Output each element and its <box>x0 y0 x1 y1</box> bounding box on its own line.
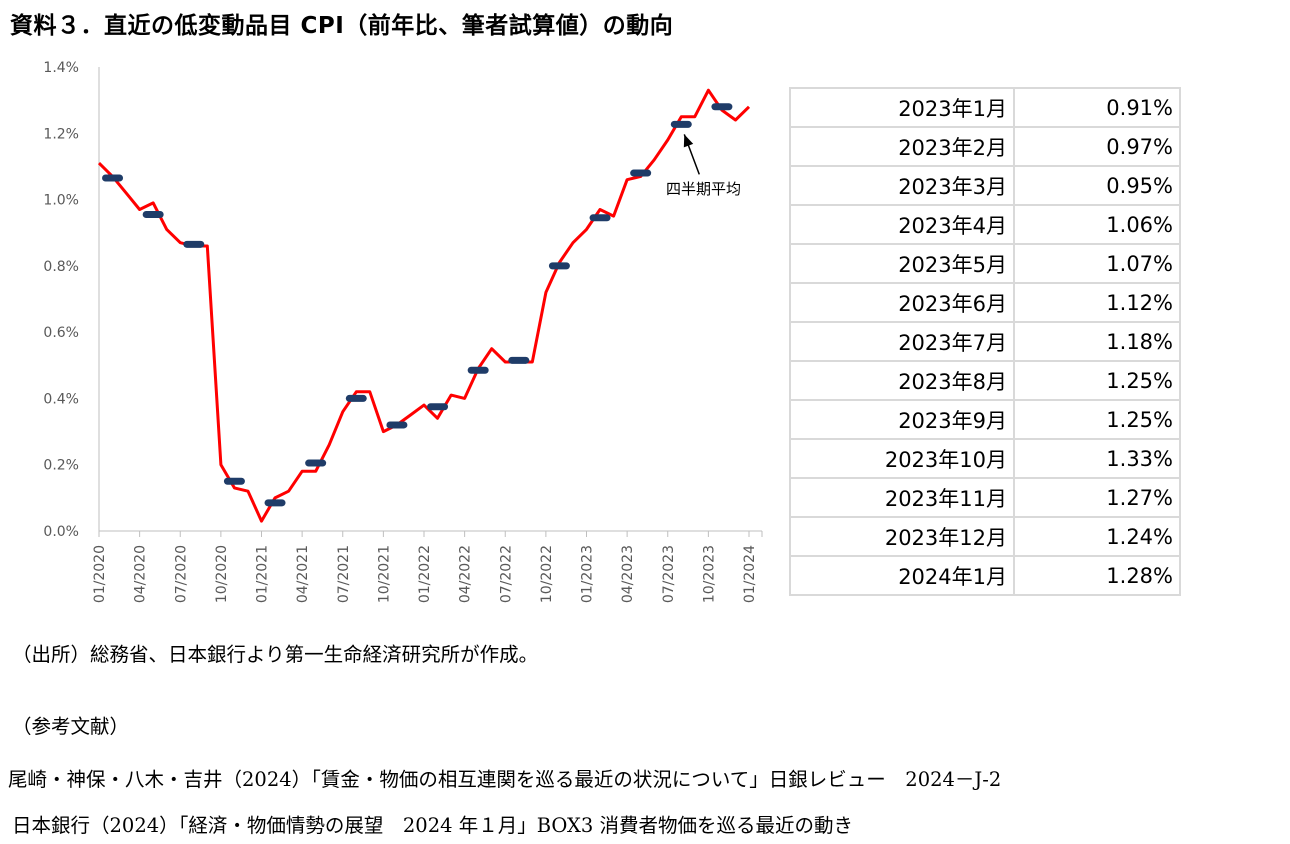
value-cell: 1.07% <box>1013 243 1181 284</box>
month-cell: 2023年9月 <box>789 399 1015 440</box>
y-tick-label: 0.4% <box>43 391 79 407</box>
value-cell: 0.95% <box>1013 165 1181 206</box>
annotation-label: 四半期平均 <box>666 180 741 198</box>
quarter-average-marks <box>102 103 733 507</box>
x-tick-label: 10/2020 <box>214 545 230 603</box>
annotation: 四半期平均 <box>666 134 741 198</box>
table-row: 2024年1月 1.28% <box>789 555 1181 596</box>
month-cell: 2023年1月 <box>789 87 1015 128</box>
cpi-monthly-line <box>97 88 751 523</box>
x-axis: 01/2020 04/2020 07/2020 10/2020 01/2021 04/20… <box>92 530 763 603</box>
month-cell: 2023年8月 <box>789 360 1015 401</box>
page-title: 資料３．直近の低変動品目 CPI（前年比、筆者試算値）の動向 <box>10 13 674 39</box>
month-cell: 2024年1月 <box>789 555 1015 596</box>
y-tick-label: 1.0% <box>43 193 79 209</box>
table-row: 2023年4月 1.06% <box>789 204 1181 245</box>
table-row: 2023年5月 1.07% <box>789 243 1181 284</box>
reference-2: 日本銀行（2024）「経済・物価情勢の展望 2024 年１月」BOX3 消費者物… <box>12 814 854 837</box>
annotation-arrowhead <box>683 134 694 148</box>
value-cell: 1.25% <box>1013 360 1181 401</box>
value-cell: 0.97% <box>1013 126 1181 167</box>
value-cell: 1.25% <box>1013 399 1181 440</box>
x-tick-label: 10/2021 <box>376 545 392 603</box>
month-cell: 2023年10月 <box>789 438 1015 479</box>
value-cell: 0.91% <box>1013 87 1181 128</box>
y-tick-label: 0.8% <box>43 259 79 275</box>
x-tick-label: 07/2020 <box>173 545 189 603</box>
y-tick-label: 0.6% <box>43 325 79 341</box>
value-cell: 1.27% <box>1013 477 1181 518</box>
table-row: 2023年7月 1.18% <box>789 321 1181 362</box>
value-cell: 1.28% <box>1013 555 1181 596</box>
x-tick-label: 10/2022 <box>539 545 555 603</box>
month-cell: 2023年7月 <box>789 321 1015 362</box>
y-tick-label: 1.4% <box>43 60 79 76</box>
series-lines <box>97 88 751 523</box>
references-heading: （参考文献） <box>12 715 130 738</box>
value-cell: 1.12% <box>1013 282 1181 323</box>
x-tick-label: 01/2020 <box>92 545 108 603</box>
y-tick-label: 0.2% <box>43 458 79 474</box>
month-cell: 2023年4月 <box>789 204 1015 245</box>
x-tick-label: 07/2021 <box>336 545 352 603</box>
month-cell: 2023年11月 <box>789 477 1015 518</box>
month-cell: 2023年5月 <box>789 243 1015 284</box>
table-row: 2023年9月 1.25% <box>789 399 1181 440</box>
x-tick-label: 01/2021 <box>255 545 271 603</box>
x-tick-label: 04/2022 <box>458 545 474 603</box>
month-cell: 2023年2月 <box>789 126 1015 167</box>
x-tick-label: 04/2021 <box>295 545 311 603</box>
month-cell: 2023年3月 <box>789 165 1015 206</box>
table-row: 2023年3月 0.95% <box>789 165 1181 206</box>
value-cell: 1.24% <box>1013 516 1181 557</box>
month-cell: 2023年6月 <box>789 282 1015 323</box>
table-row: 2023年11月 1.27% <box>789 477 1181 518</box>
source-note: （出所）総務省、日本銀行より第一生命経済研究所が作成。 <box>12 643 539 666</box>
x-tick-label: 07/2022 <box>498 545 514 603</box>
table-row: 2023年10月 1.33% <box>789 438 1181 479</box>
table-row: 2023年12月 1.24% <box>789 516 1181 557</box>
table-row: 2023年8月 1.25% <box>789 360 1181 401</box>
x-tick-label: 01/2024 <box>742 545 758 603</box>
table-row: 2023年2月 0.97% <box>789 126 1181 167</box>
table-row: 2023年1月 0.91% <box>789 87 1181 128</box>
y-axis: 0.0% 0.2% 0.4% 0.6% 0.8% 1.0% 1.2% 1.4% <box>43 60 100 540</box>
monthly-cpi-table: 2023年1月 0.91% 2023年2月 0.97% 2023年3月 0.95% 2023… <box>789 87 1181 596</box>
x-tick-label: 01/2023 <box>580 545 596 603</box>
x-tick-label: 01/2022 <box>417 545 433 603</box>
table-row: 2023年6月 1.12% <box>789 282 1181 323</box>
x-tick-label: 07/2023 <box>661 545 677 603</box>
month-cell: 2023年12月 <box>789 516 1015 557</box>
reference-1: 尾崎・神保・八木・吉井（2024）「賃金・物価の相互連関を巡る最近の状況について… <box>8 768 1002 791</box>
x-tick-label: 04/2020 <box>133 545 149 603</box>
value-cell: 1.33% <box>1013 438 1181 479</box>
value-cell: 1.18% <box>1013 321 1181 362</box>
y-tick-label: 0.0% <box>43 524 79 540</box>
y-tick-label: 1.2% <box>43 126 79 142</box>
x-tick-label: 10/2023 <box>701 545 717 603</box>
x-tick-label: 04/2023 <box>620 545 636 603</box>
value-cell: 1.06% <box>1013 204 1181 245</box>
